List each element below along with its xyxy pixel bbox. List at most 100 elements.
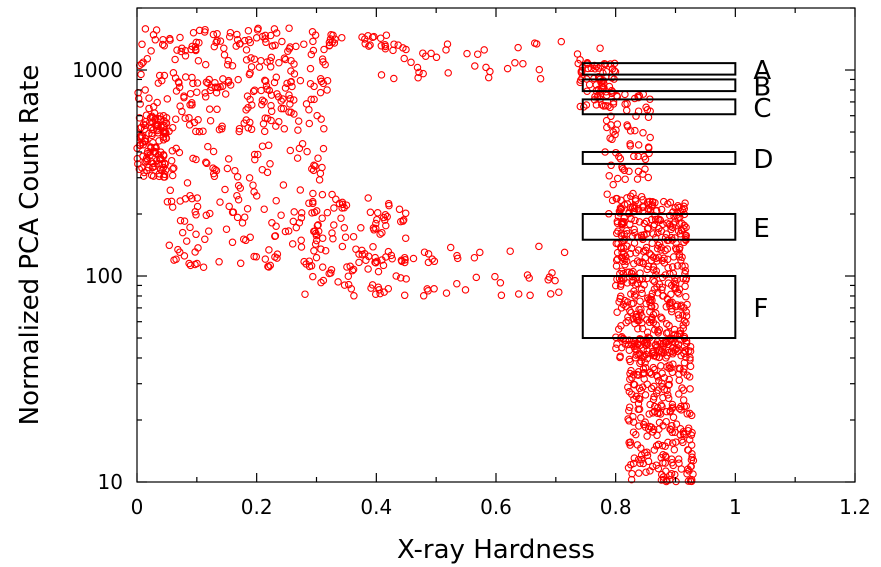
data-point	[294, 117, 303, 125]
data-point	[193, 202, 202, 211]
data-point	[235, 127, 243, 136]
data-point	[318, 234, 327, 242]
data-point	[135, 165, 144, 174]
data-point	[202, 159, 211, 168]
data-point	[397, 256, 406, 265]
data-point	[683, 300, 691, 309]
data-point	[186, 261, 195, 270]
data-point	[636, 351, 644, 359]
data-point	[302, 260, 310, 268]
x-tick-label: 0.2	[241, 495, 273, 519]
data-point	[310, 95, 318, 104]
data-point	[630, 381, 639, 389]
data-point	[618, 248, 626, 257]
data-point	[684, 446, 692, 454]
data-point	[281, 55, 290, 64]
data-point	[637, 414, 645, 422]
data-point	[645, 149, 653, 158]
data-point	[630, 228, 639, 237]
data-point	[382, 221, 390, 230]
data-point	[444, 69, 452, 77]
data-point	[294, 126, 302, 134]
data-point	[602, 116, 611, 125]
data-point	[141, 25, 150, 33]
data-point	[290, 208, 298, 216]
data-point	[337, 214, 345, 222]
data-point	[616, 352, 624, 360]
data-point	[684, 477, 693, 485]
data-point	[663, 363, 671, 371]
data-point	[621, 90, 629, 99]
data-point	[634, 152, 642, 161]
data-point	[639, 420, 648, 429]
data-point	[636, 359, 644, 368]
data-point	[413, 63, 422, 72]
data-point	[672, 284, 680, 293]
data-point	[628, 373, 636, 382]
data-point	[573, 50, 582, 58]
data-point	[192, 230, 200, 239]
data-point	[151, 36, 160, 44]
data-point	[453, 251, 461, 260]
data-point	[223, 164, 232, 173]
data-point	[631, 216, 639, 225]
data-point	[381, 42, 390, 51]
data-point	[401, 209, 410, 218]
data-point	[193, 259, 201, 268]
data-point	[224, 56, 233, 65]
data-point	[279, 95, 287, 103]
data-point	[170, 256, 178, 264]
data-point	[599, 69, 607, 77]
data-point	[195, 26, 204, 35]
data-point	[639, 259, 648, 268]
data-point	[348, 266, 357, 275]
data-point	[180, 92, 188, 100]
data-point	[147, 158, 156, 166]
data-point	[557, 37, 566, 46]
data-point	[194, 56, 203, 65]
data-point	[384, 199, 393, 208]
data-point	[392, 272, 400, 280]
data-point	[530, 39, 539, 47]
data-point	[317, 115, 325, 123]
data-point	[653, 431, 661, 440]
data-point	[657, 453, 665, 462]
data-point	[305, 105, 313, 114]
data-point	[192, 211, 200, 219]
data-point	[634, 141, 643, 149]
data-point	[627, 215, 635, 223]
data-point	[366, 41, 374, 49]
data-point	[162, 134, 171, 142]
data-point	[681, 262, 689, 270]
data-point	[473, 50, 482, 58]
data-point	[201, 235, 209, 244]
data-point	[221, 185, 229, 194]
data-point	[280, 125, 289, 133]
data-point	[142, 137, 150, 145]
data-point	[309, 46, 318, 55]
data-point	[675, 404, 684, 413]
data-point	[658, 402, 666, 411]
data-point	[168, 171, 177, 180]
data-point	[226, 28, 235, 37]
data-point	[186, 89, 195, 98]
data-point	[605, 172, 613, 180]
data-point	[271, 232, 280, 240]
data-point	[142, 157, 151, 165]
data-point	[555, 288, 563, 296]
data-point	[166, 186, 175, 195]
data-point	[139, 172, 148, 180]
data-point	[591, 64, 599, 73]
data-point	[669, 220, 678, 228]
data-point	[313, 111, 321, 120]
data-point	[206, 209, 214, 218]
data-point	[181, 73, 190, 81]
data-point	[647, 302, 655, 311]
data-point	[267, 107, 276, 116]
data-point	[658, 314, 666, 323]
data-point	[628, 203, 637, 212]
region-box-c	[581, 98, 737, 116]
data-point	[228, 62, 237, 70]
data-point	[679, 386, 688, 394]
data-point	[242, 116, 250, 124]
